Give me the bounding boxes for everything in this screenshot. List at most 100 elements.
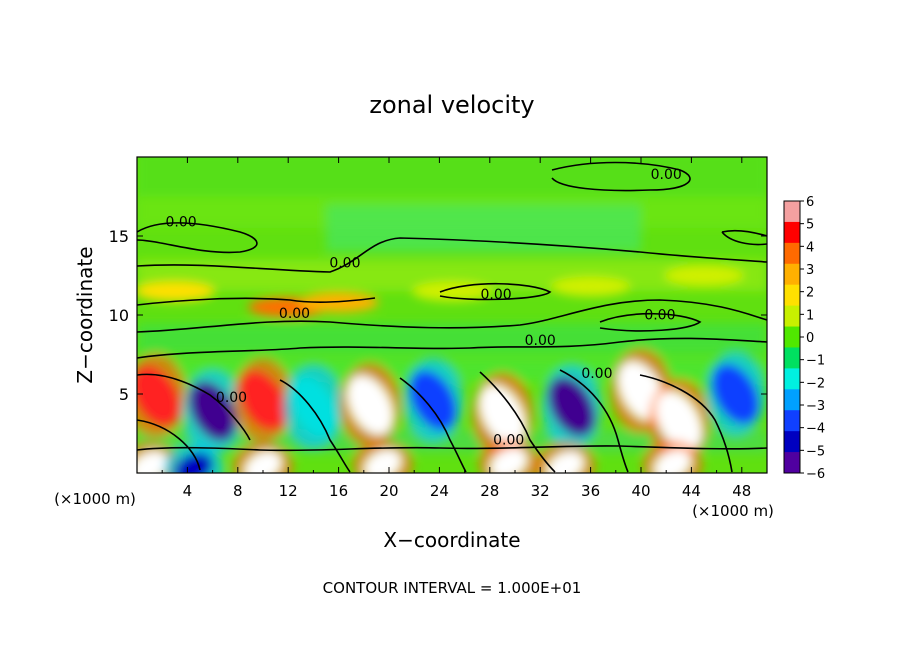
contour-value-label: 0.00 <box>644 308 675 324</box>
contour-line <box>599 312 702 332</box>
velocity-band-blob <box>137 281 215 302</box>
contour-line <box>721 229 767 246</box>
x-unit-label-left: (×1000 m) <box>54 490 136 508</box>
y-axis-label: Z−coordinate <box>73 246 97 383</box>
contour-line <box>439 282 552 301</box>
contour-line <box>279 379 351 473</box>
contour-line <box>137 237 767 273</box>
colorbar-swatch <box>784 221 800 244</box>
x-unit-label-right: (×1000 m) <box>692 502 774 520</box>
contour-line <box>137 337 767 359</box>
contour-value-label: 0.00 <box>525 333 556 349</box>
colorbar-tick-label: 2 <box>806 286 814 301</box>
colorbar-tick-label: −1 <box>806 354 825 369</box>
contour-line <box>639 374 733 473</box>
x-tick-label: 44 <box>682 482 701 500</box>
contour-value-label: 0.00 <box>216 390 247 406</box>
x-tick-label: 16 <box>329 482 348 500</box>
zero-contours <box>137 161 767 473</box>
x-tick-label: 28 <box>480 482 499 500</box>
velocity-cell <box>239 370 287 431</box>
velocity-cell <box>655 391 702 451</box>
colorbar-swatch <box>784 326 800 348</box>
contour-line <box>559 369 629 473</box>
colorbar-tick-label: 3 <box>806 263 814 278</box>
velocity-cell <box>189 381 236 442</box>
contour-line <box>137 373 251 441</box>
x-axis-label: X−coordinate <box>383 528 520 552</box>
contour-value-label: 0.00 <box>493 433 524 449</box>
contour-interval-note: CONTOUR INTERVAL = 1.000E+01 <box>323 579 582 597</box>
velocity-cell <box>489 447 528 473</box>
contour-value-label: 0.00 <box>279 306 310 322</box>
colorbar-swatch <box>784 368 800 390</box>
chart-title: zonal velocity <box>369 91 534 119</box>
colorbar-tick-label: −3 <box>806 399 825 414</box>
colorbar-swatch <box>784 263 800 286</box>
contour-value-label: 0.00 <box>651 167 682 183</box>
velocity-cell <box>712 364 759 424</box>
contour-labels: 0.00 0.00 0.00 0.00 0.00 0.00 0.00 0.00 0.00 0.00 <box>166 167 682 448</box>
contour-line <box>551 161 691 192</box>
colorbar-tick-label: −2 <box>806 376 825 391</box>
colorbar-tick-label: 6 <box>806 195 814 210</box>
velocity-cell <box>174 452 213 473</box>
contour-line <box>137 299 767 333</box>
colorbar-tick-label: 5 <box>806 218 814 233</box>
contour-value-label: 0.00 <box>481 287 512 303</box>
velocity-cell <box>137 451 169 473</box>
field-band <box>326 204 641 252</box>
velocity-cell <box>546 451 585 473</box>
velocity-cell <box>346 375 394 435</box>
velocity-cell <box>409 370 457 431</box>
x-tick-label: 36 <box>581 482 600 500</box>
y-tick-label: 5 <box>119 385 129 404</box>
contour-value-label: 0.00 <box>166 215 197 231</box>
plot-area: 0.00 0.00 0.00 0.00 0.00 0.00 0.00 0.00 0.00 0.00 <box>137 157 767 473</box>
x-tick-label: 12 <box>279 482 298 500</box>
velocity-cell <box>137 365 180 426</box>
x-tick-label: 20 <box>379 482 398 500</box>
x-tick-label: 24 <box>430 482 449 500</box>
x-tick-label: 4 <box>183 482 193 500</box>
colorbar-tick-label: −5 <box>806 444 825 459</box>
x-tick-label: 32 <box>531 482 550 500</box>
x-tick-label: 8 <box>233 482 243 500</box>
y-tick-label: 10 <box>109 306 129 325</box>
y-tick-label: 15 <box>109 227 129 246</box>
velocity-cell <box>290 376 337 437</box>
colorbar-tick-label: 1 <box>806 308 814 323</box>
velocity-band-blob <box>412 281 492 302</box>
colorbar-swatch <box>784 305 800 328</box>
contour-line <box>399 377 467 473</box>
colorbar-swatch <box>784 452 800 474</box>
x-tick-label: 40 <box>631 482 650 500</box>
velocity-cell <box>244 451 282 473</box>
contour-value-label: 0.00 <box>581 366 612 382</box>
colorbar-tick-label: 0 <box>806 331 814 346</box>
contour-line <box>137 297 376 306</box>
x-tick-label: 48 <box>732 482 751 500</box>
contour-line <box>137 445 767 452</box>
colorbar-tick-label: 4 <box>806 240 814 255</box>
velocity-cell <box>548 376 595 437</box>
colorbar: 6 5 4 3 2 1 0 −1 −2 −3 −4 −5 −6 <box>783 195 825 482</box>
colorbar-swatch <box>784 389 800 411</box>
colorbar-tick-label: −4 <box>806 422 825 437</box>
velocity-band-blob <box>550 276 631 297</box>
colorbar-swatch <box>784 242 800 265</box>
contour-value-label: 0.00 <box>329 256 360 272</box>
x-axis-ticks: 4 8 12 16 20 24 28 32 36 40 44 48 <box>161 157 751 500</box>
colorbar-swatch <box>784 284 800 307</box>
colorbar-swatch <box>784 431 800 453</box>
y-axis-ticks: 5 10 15 <box>109 227 767 404</box>
contour-line <box>137 419 201 471</box>
contour-line <box>479 371 556 473</box>
colorbar-swatch <box>784 201 800 223</box>
contour-line <box>137 222 258 254</box>
colorbar-swatch <box>784 347 800 369</box>
colorbar-swatch <box>784 410 800 432</box>
velocity-band-blob <box>664 265 744 286</box>
velocity-cell <box>479 384 526 445</box>
